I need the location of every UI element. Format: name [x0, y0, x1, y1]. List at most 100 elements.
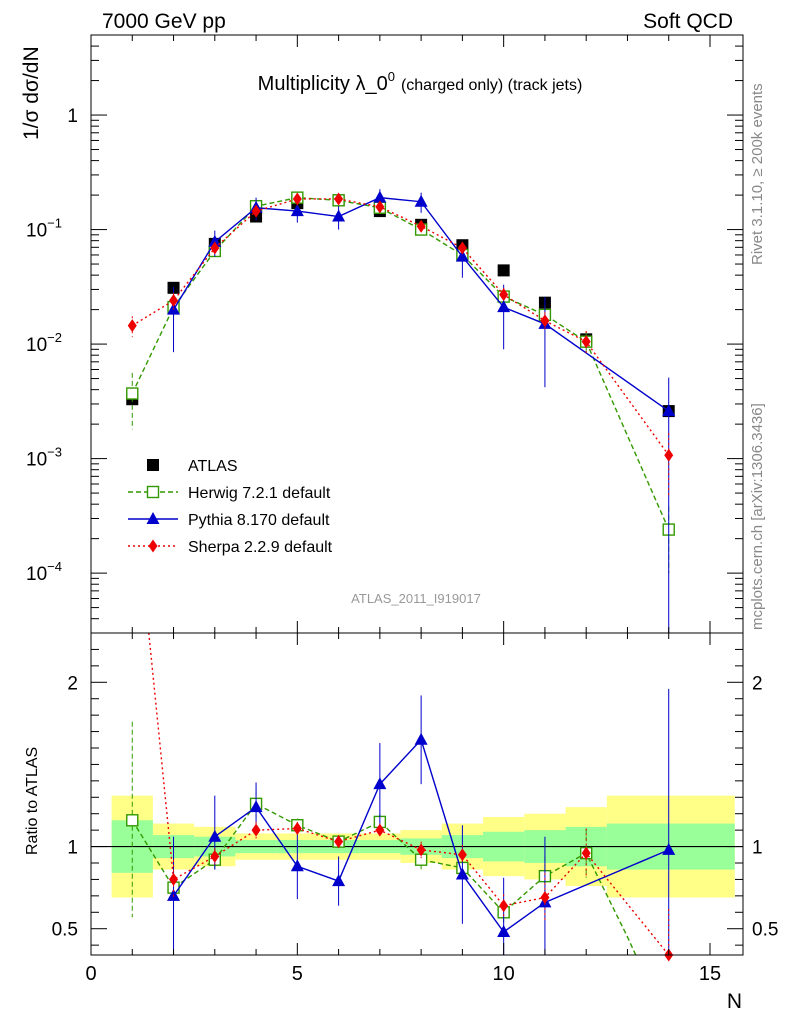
pythia-point-10 [662, 404, 676, 417]
herwig-point-0 [126, 387, 139, 400]
main-y-tick-exp-3: −1 [47, 216, 62, 231]
sherpa-point-3 [251, 204, 261, 218]
ratio-uncertainty-bands [91, 795, 743, 898]
ratio-plot-area [126, 632, 676, 962]
main-y-tick-base-3: 10 [26, 221, 47, 242]
chart-title: Multiplicity λ_00 (charged only) (track j… [258, 69, 583, 95]
ratio-pythia-point-3 [290, 859, 304, 872]
legend-marker-atlas [147, 459, 159, 471]
ratio-sherpa-point-2 [210, 849, 220, 863]
pythia-point-1 [208, 234, 222, 247]
legend-label-herwig: Herwig 7.2.1 default [188, 485, 331, 502]
sherpa-point-0 [127, 319, 137, 333]
ratio-plot-frame [90, 632, 744, 956]
main-y-tick-exp-0: −4 [47, 559, 62, 574]
process-label: Soft QCD [643, 10, 733, 33]
source-label: mcplots.cern.ch [arXiv:1306.3436] [749, 403, 766, 630]
ratio-sherpa-line [148, 632, 670, 956]
sherpa-point-12 [664, 448, 674, 462]
ratio-pythia-point-5 [373, 777, 387, 790]
ratio-sherpa-point-9 [499, 899, 509, 913]
chart-title-main: Multiplicity λ_0 [258, 73, 388, 95]
ratio-herwig-line [131, 802, 637, 956]
main-y-tick-base-4: 1 [67, 106, 78, 127]
legend: ATLAS Herwig 7.2.1 default Pythia 8.170 de… [128, 458, 333, 556]
ratio-sherpa-point-7 [416, 843, 426, 857]
pythia-point-8 [497, 300, 511, 313]
ratio-y-tick-label-right-0: 0.5 [752, 920, 778, 941]
main-y-tick-label-4: 1 [67, 106, 78, 127]
legend-label-sherpa: Sherpa 2.2.9 default [188, 539, 333, 556]
ratio-y-tick-label-left-2: 2 [67, 673, 78, 694]
ratio-y-axis-label: Ratio to ATLAS [24, 747, 41, 855]
pythia-point-7 [455, 249, 469, 262]
legend-item-sherpa: Sherpa 2.2.9 default [128, 539, 333, 556]
ratio-pythia-point-8 [497, 925, 511, 937]
series-sherpa [127, 192, 674, 497]
main-y-tick-base-0: 10 [26, 564, 47, 585]
atlas-point-9 [497, 264, 510, 277]
sherpa-point-2 [210, 241, 220, 255]
energy-label: 7000 GeV pp [102, 10, 226, 33]
ratio-pythia-point-2 [249, 800, 263, 813]
rivet-label: Rivet 3.1.10, ≥ 200k events [749, 83, 766, 265]
legend-label-pythia: Pythia 8.170 default [188, 512, 330, 529]
ratio-sherpa-point-10 [540, 891, 550, 904]
ratio-pythia-point-1 [208, 829, 222, 842]
legend-item-pythia: Pythia 8.170 default [128, 512, 330, 529]
sherpa-point-8 [457, 241, 467, 255]
main-plot-area [126, 189, 676, 633]
ratio-pythia-point-7 [455, 867, 469, 880]
legend-item-atlas: ATLAS [147, 458, 238, 475]
pythia-point-6 [414, 194, 428, 207]
ratio-sherpa-point-4 [292, 822, 302, 835]
sherpa-point-4 [292, 192, 302, 206]
ratio-y-tick-label-right-2: 2 [752, 673, 763, 694]
main-y-tick-exp-2: −2 [47, 330, 62, 345]
ratio-pythia-point-10 [662, 842, 676, 855]
ratio-series-sherpa [148, 632, 674, 962]
legend-item-herwig: Herwig 7.2.1 default [128, 485, 331, 502]
sherpa-point-1 [169, 294, 179, 308]
sherpa-line [131, 198, 670, 456]
ratio-pythia-point-6 [414, 732, 428, 745]
sherpa-point-9 [499, 288, 509, 302]
legend-marker-herwig [146, 485, 160, 499]
x-tick-label-0: 0 [85, 963, 96, 985]
pythia-point-5 [373, 190, 387, 203]
main-y-axis-label: 1/σ dσ/dN [20, 46, 43, 140]
x-axis-label: N [727, 990, 742, 1013]
sherpa-point-10 [540, 314, 550, 328]
sherpa-point-7 [416, 219, 426, 233]
ratio-herwig-point-0 [126, 814, 139, 827]
series-atlas [126, 194, 675, 418]
main-y-tick-label-3: 10−1 [26, 216, 62, 242]
main-y-tick-label-0: 10−4 [26, 559, 62, 585]
sherpa-point-6 [375, 200, 385, 214]
pythia-point-4 [332, 209, 346, 222]
ratio-sherpa-point-6 [375, 823, 385, 837]
main-y-tick-label-2: 10−2 [26, 330, 62, 356]
chart-title-sup: 0 [388, 69, 395, 84]
main-y-tick-label-1: 10−3 [26, 445, 62, 471]
ratio-sherpa-point-11 [581, 846, 591, 860]
sherpa-point-11 [581, 335, 591, 349]
analysis-watermark: ATLAS_2011_I919017 [351, 591, 481, 606]
ratio-sherpa-point-1 [169, 872, 179, 886]
legend-marker-pythia [146, 512, 160, 524]
ratio-sherpa-point-8 [457, 848, 467, 862]
legend-label-atlas: ATLAS [188, 458, 238, 475]
ratio-y-tick-label-right-1: 1 [752, 838, 763, 859]
ratio-sherpa-point-5 [334, 835, 344, 849]
ratio-pythia-point-4 [332, 874, 346, 887]
x-tick-label-3: 15 [699, 963, 721, 985]
ratio-y-tick-label-left-1: 1 [67, 838, 78, 859]
x-tick-label-2: 10 [493, 963, 515, 985]
main-y-tick-base-1: 10 [26, 450, 47, 471]
x-tick-label-1: 5 [292, 963, 303, 985]
series-pythia [167, 189, 676, 633]
main-y-tick-exp-1: −3 [47, 445, 62, 460]
pythia-point-3 [290, 204, 304, 217]
